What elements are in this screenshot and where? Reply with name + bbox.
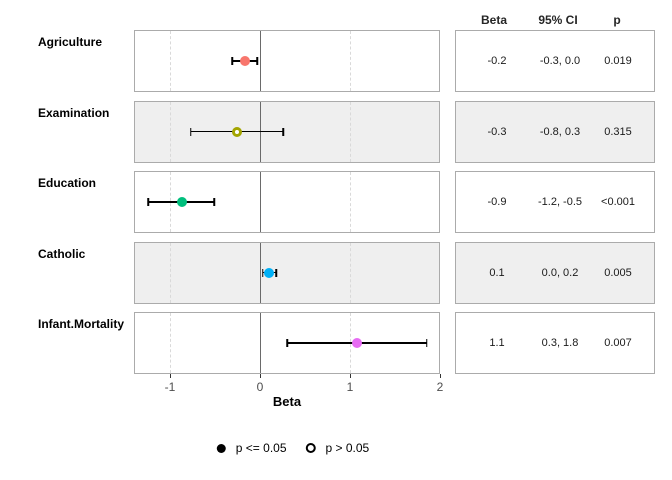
dashed-gridline xyxy=(170,313,171,373)
estimate-point xyxy=(352,338,363,348)
table-panel: 0.1 0.0, 0.2 0.005 xyxy=(455,241,655,304)
plot-panel xyxy=(134,100,440,163)
x-axis-tick xyxy=(169,374,171,378)
variable-label: Infant.Mortality xyxy=(38,317,124,331)
estimate-point xyxy=(264,267,274,278)
dashed-gridline xyxy=(170,242,171,303)
variable-label: Agriculture xyxy=(38,35,103,49)
table-panel: 1.1 0.3, 1.8 0.007 xyxy=(455,312,655,374)
ci-lower-cap xyxy=(231,57,233,65)
dashed-gridline xyxy=(350,172,351,232)
dashed-gridline xyxy=(350,101,351,162)
beta-value: -0.3 xyxy=(487,125,507,138)
ci-upper-cap xyxy=(425,339,428,347)
ci-upper-cap xyxy=(275,268,277,277)
zero-reference-line xyxy=(260,242,261,303)
ci-value: -1.2, -0.5 xyxy=(537,196,583,208)
zero-reference-line xyxy=(260,313,261,373)
estimate-point xyxy=(231,126,242,137)
ci-upper-cap xyxy=(282,127,285,136)
dashed-gridline xyxy=(350,242,351,303)
zero-reference-line xyxy=(260,172,261,232)
p-value: 0.019 xyxy=(604,55,632,67)
ci-lower-cap xyxy=(147,198,150,206)
beta-value: -0.2 xyxy=(487,55,507,67)
table-panel: -0.3 -0.8, 0.3 0.315 xyxy=(455,100,655,163)
x-axis-tick-label: 1 xyxy=(346,380,354,394)
ci-value: 0.0, 0.2 xyxy=(541,266,579,279)
beta-value: 0.1 xyxy=(489,266,505,279)
filled-circle-icon xyxy=(216,443,226,453)
estimate-point xyxy=(176,197,187,207)
x-axis-title: Beta xyxy=(272,394,302,409)
plot-panel xyxy=(134,171,440,233)
ci-lower-cap xyxy=(261,268,264,277)
ci-value: -0.8, 0.3 xyxy=(539,125,581,138)
x-axis-tick xyxy=(349,374,351,378)
ci-upper-cap xyxy=(213,198,215,206)
dashed-gridline xyxy=(350,31,351,91)
zero-reference-line xyxy=(260,31,261,91)
ci-lower-cap xyxy=(286,339,288,347)
beta-value: -0.9 xyxy=(487,196,507,208)
x-axis-tick xyxy=(439,374,441,378)
plot-panel xyxy=(134,312,440,374)
legend-label: p > 0.05 xyxy=(325,441,370,455)
p-value: 0.007 xyxy=(604,337,632,349)
dashed-gridline xyxy=(170,31,171,91)
x-axis-tick-label: -1 xyxy=(164,380,176,394)
legend: p <= 0.05 p > 0.05 xyxy=(216,440,370,456)
table-header-p: p xyxy=(613,13,621,27)
x-axis-tick-label: 2 xyxy=(436,380,444,394)
legend-item-significant: p <= 0.05 xyxy=(216,441,287,455)
x-axis-tick-label: 0 xyxy=(256,380,264,394)
p-value: <0.001 xyxy=(601,196,635,208)
ci-lower-cap xyxy=(189,127,192,136)
open-circle-icon xyxy=(305,443,316,453)
x-axis-tick xyxy=(259,374,261,378)
ci-upper-cap xyxy=(256,57,259,65)
p-value: 0.315 xyxy=(604,125,632,138)
table-header-beta: Beta xyxy=(480,13,508,27)
beta-value: 1.1 xyxy=(489,337,505,349)
table-header-ci: 95% CI xyxy=(538,13,578,27)
estimate-point xyxy=(239,56,250,66)
plot-panel xyxy=(134,30,440,92)
dashed-gridline xyxy=(170,101,171,162)
variable-label: Examination xyxy=(38,105,110,120)
variable-label: Catholic xyxy=(38,246,86,261)
legend-item-nonsignificant: p > 0.05 xyxy=(305,441,370,455)
table-panel: -0.9 -1.2, -0.5 <0.001 xyxy=(455,171,655,233)
plot-panel xyxy=(134,241,440,304)
ci-value: 0.3, 1.8 xyxy=(541,337,579,349)
ci-value: -0.3, 0.0 xyxy=(539,55,581,67)
legend-label: p <= 0.05 xyxy=(235,441,287,455)
table-panel: -0.2 -0.3, 0.0 0.019 xyxy=(455,30,655,92)
variable-label: Education xyxy=(38,176,97,190)
p-value: 0.005 xyxy=(604,266,632,279)
